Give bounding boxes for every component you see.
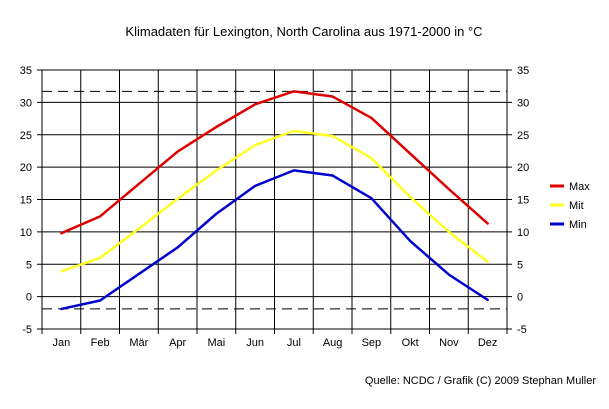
- x-tick-label: Jul: [287, 337, 301, 349]
- y-tick-label-right: 35: [517, 65, 529, 77]
- x-tick-label: Apr: [169, 337, 186, 349]
- x-tick-label: Mär: [129, 337, 148, 349]
- legend-label-max: Max: [569, 181, 590, 193]
- y-tick-label-left: 5: [26, 259, 32, 271]
- y-tick-label-right: 25: [517, 130, 529, 142]
- series-lines: [60, 90, 489, 311]
- y-tick-label-left: 30: [20, 97, 32, 109]
- legend-label-mit: Mit: [569, 200, 584, 212]
- x-tick-label: Sep: [362, 337, 382, 349]
- y-tick-label-left: 15: [20, 195, 32, 207]
- y-tick-label-right: 0: [517, 292, 523, 304]
- y-tick-label-left: 25: [20, 130, 32, 142]
- y-tick-label-left: 0: [26, 292, 32, 304]
- x-tick-label: Okt: [402, 337, 419, 349]
- y-axis-right: -5 0 5 10 15 20 25 30 35: [507, 65, 529, 336]
- x-tick-label: Dez: [478, 337, 498, 349]
- y-tick-label-right: 15: [517, 195, 529, 207]
- series-line-mit: [60, 129, 489, 273]
- x-tick-label: Aug: [323, 337, 343, 349]
- y-tick-label-left: 10: [20, 227, 32, 239]
- y-tick-label-right: 10: [517, 227, 529, 239]
- chart-title: Klimadaten für Lexington, North Carolina…: [125, 24, 482, 39]
- x-tick-label: Nov: [439, 337, 459, 349]
- y-tick-label-left: 35: [20, 65, 32, 77]
- x-tick-label: Jun: [246, 337, 264, 349]
- grid: [42, 69, 507, 330]
- y-tick-label-left: 20: [20, 162, 32, 174]
- y-axis-left: -5 0 5 10 15 20 25 30 35: [20, 65, 42, 336]
- x-tick-label: Feb: [91, 337, 110, 349]
- y-tick-label-left: -5: [22, 324, 32, 336]
- x-axis: Jan Feb Mär Apr Mai Jun Jul Aug Sep Okt Nov Dez: [41, 329, 508, 349]
- legend: Max Mit Min: [550, 181, 590, 231]
- x-tick-label: Mai: [208, 337, 226, 349]
- x-tick-label: Jan: [53, 337, 71, 349]
- source-note: Quelle: NCDC / Grafik (C) 2009 Stephan M…: [365, 375, 596, 387]
- reference-lines: [42, 90, 507, 310]
- y-tick-label-right: 5: [517, 259, 523, 271]
- series-line-max: [60, 90, 489, 235]
- legend-label-min: Min: [569, 219, 587, 231]
- series-line-min: [60, 169, 489, 311]
- y-tick-label-right: -5: [517, 324, 527, 336]
- y-tick-label-right: 30: [517, 97, 529, 109]
- y-tick-label-right: 20: [517, 162, 529, 174]
